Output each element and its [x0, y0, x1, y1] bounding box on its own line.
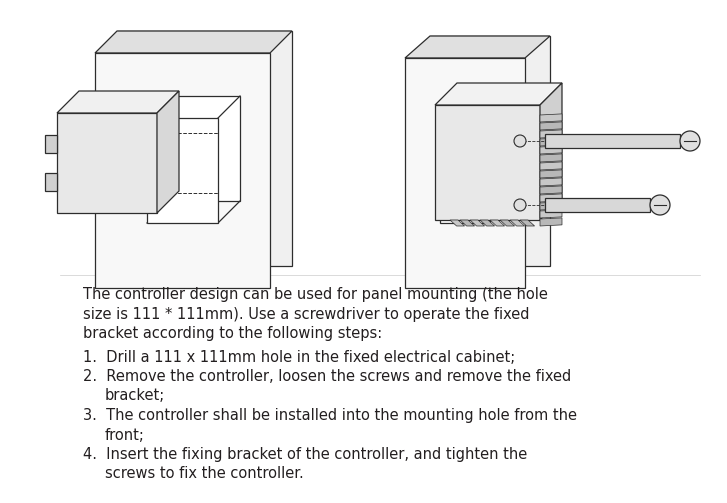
Polygon shape: [435, 105, 540, 220]
Text: front;: front;: [105, 428, 145, 443]
Text: 4.  Insert the fixing bracket of the controller, and tighten the: 4. Insert the fixing bracket of the cont…: [83, 447, 527, 462]
Polygon shape: [405, 58, 525, 288]
Polygon shape: [470, 220, 485, 226]
Polygon shape: [540, 186, 562, 194]
Polygon shape: [540, 114, 562, 122]
Polygon shape: [520, 220, 534, 226]
Polygon shape: [540, 178, 562, 186]
Polygon shape: [490, 220, 505, 226]
Polygon shape: [545, 134, 680, 148]
Polygon shape: [480, 220, 494, 226]
Text: size is 111 * 111mm). Use a screwdriver to operate the fixed: size is 111 * 111mm). Use a screwdriver …: [83, 306, 529, 321]
Polygon shape: [460, 220, 475, 226]
Text: 1.  Drill a 111 x 111mm hole in the fixed electrical cabinet;: 1. Drill a 111 x 111mm hole in the fixed…: [83, 350, 515, 365]
Polygon shape: [540, 154, 562, 162]
Polygon shape: [57, 91, 179, 113]
Polygon shape: [540, 162, 562, 170]
Polygon shape: [540, 210, 562, 218]
Polygon shape: [95, 53, 270, 288]
Text: screws to fix the controller.: screws to fix the controller.: [105, 466, 304, 481]
Circle shape: [514, 135, 526, 147]
Polygon shape: [440, 123, 490, 223]
Circle shape: [514, 199, 526, 211]
Polygon shape: [405, 36, 550, 58]
Polygon shape: [45, 173, 57, 191]
Text: 2.  Remove the controller, loosen the screws and remove the fixed: 2. Remove the controller, loosen the scr…: [83, 369, 571, 384]
Text: bracket according to the following steps:: bracket according to the following steps…: [83, 326, 382, 341]
Polygon shape: [157, 91, 179, 213]
Polygon shape: [435, 83, 562, 105]
Polygon shape: [117, 31, 292, 266]
Polygon shape: [95, 31, 292, 53]
Polygon shape: [169, 96, 240, 201]
Polygon shape: [147, 118, 218, 223]
Polygon shape: [545, 198, 650, 212]
Polygon shape: [430, 36, 550, 266]
Polygon shape: [540, 170, 562, 178]
Text: bracket;: bracket;: [105, 388, 165, 403]
Polygon shape: [510, 220, 525, 226]
Polygon shape: [540, 122, 562, 130]
Polygon shape: [57, 113, 157, 213]
Polygon shape: [540, 138, 562, 146]
Polygon shape: [45, 135, 57, 153]
Circle shape: [680, 131, 700, 151]
Polygon shape: [540, 83, 562, 220]
Polygon shape: [540, 218, 562, 226]
Polygon shape: [540, 202, 562, 210]
Polygon shape: [540, 130, 562, 138]
Circle shape: [650, 195, 670, 215]
Polygon shape: [450, 220, 465, 226]
Polygon shape: [540, 194, 562, 202]
Text: The controller design can be used for panel mounting (the hole: The controller design can be used for pa…: [83, 287, 548, 302]
Polygon shape: [540, 146, 562, 154]
Polygon shape: [500, 220, 515, 226]
Text: 3.  The controller shall be installed into the mounting hole from the: 3. The controller shall be installed int…: [83, 408, 577, 423]
